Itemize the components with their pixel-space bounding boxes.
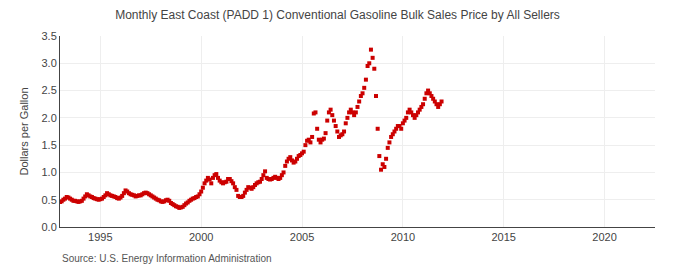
svg-text:0.0: 0.0 <box>42 221 57 233</box>
svg-text:2.5: 2.5 <box>42 84 57 96</box>
svg-text:3.0: 3.0 <box>42 57 57 69</box>
svg-text:0.5: 0.5 <box>42 194 57 206</box>
svg-text:Source: U.S. Energy Informatio: Source: U.S. Energy Information Administ… <box>62 253 272 264</box>
svg-text:2000: 2000 <box>189 231 213 243</box>
svg-text:2015: 2015 <box>491 231 515 243</box>
svg-text:1.0: 1.0 <box>42 166 57 178</box>
svg-text:Monthly East Coast (PADD 1) Co: Monthly East Coast (PADD 1) Conventional… <box>115 8 560 22</box>
svg-text:2010: 2010 <box>391 231 415 243</box>
svg-text:3.5: 3.5 <box>42 30 57 42</box>
svg-text:1995: 1995 <box>88 231 112 243</box>
svg-text:2.0: 2.0 <box>42 112 57 124</box>
svg-text:1.5: 1.5 <box>42 139 57 151</box>
svg-text:Dollars per Gallon: Dollars per Gallon <box>18 87 30 175</box>
svg-text:2020: 2020 <box>592 231 616 243</box>
svg-text:2005: 2005 <box>290 231 314 243</box>
